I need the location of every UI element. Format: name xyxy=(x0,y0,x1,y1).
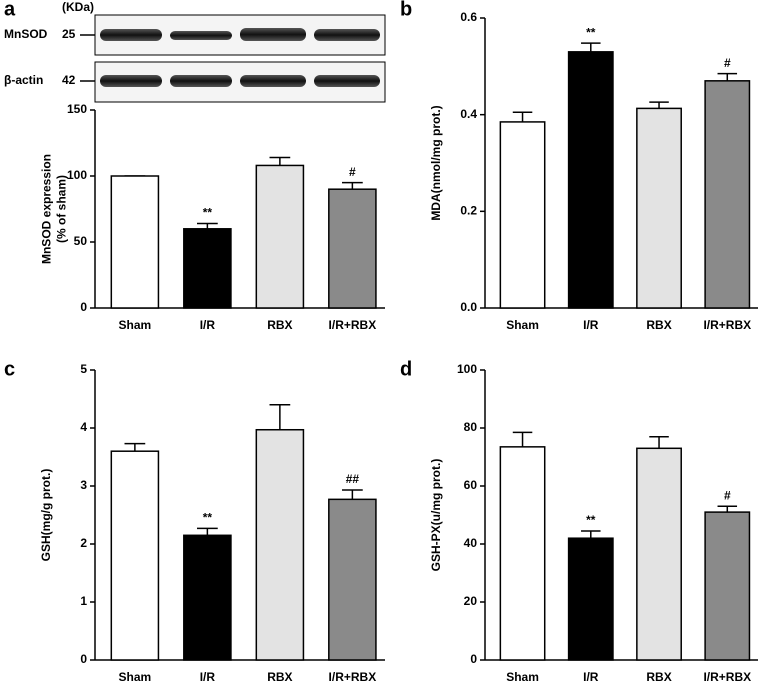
bar xyxy=(636,107,682,309)
y-axis-label: GSH(mg/g prot.) xyxy=(39,469,53,562)
panel-label: a xyxy=(4,0,16,20)
significance: # xyxy=(724,56,731,70)
y-axis-label: MDA(nmol/mg prot.) xyxy=(429,105,443,220)
bar xyxy=(704,511,751,661)
bar xyxy=(567,51,614,309)
bar xyxy=(499,446,546,661)
y-tick-label: 150 xyxy=(67,102,87,116)
panel-label: b xyxy=(400,0,412,20)
x-tick-label: Sham xyxy=(506,670,539,684)
x-tick-label: I/R+RBX xyxy=(703,670,751,684)
blot-band xyxy=(314,75,380,87)
blot-kda: 42 xyxy=(62,73,76,87)
y-tick-label: 100 xyxy=(457,362,477,376)
y-tick-label: 0.2 xyxy=(460,204,477,218)
significance: ** xyxy=(586,513,596,527)
blot: (KDa) MnSOD 25 β-actin 42 xyxy=(4,0,386,103)
chart: b 0.0 0.2 0.4 0.6 MDA(nmol/mg prot.) Sham I/R **… xyxy=(400,0,758,332)
y-tick-label: 3 xyxy=(80,478,87,492)
bar xyxy=(704,80,751,309)
blot-band xyxy=(100,29,162,41)
y-tick-label: 0 xyxy=(80,300,87,314)
significance: # xyxy=(724,488,731,502)
blot-band xyxy=(240,28,306,41)
bar xyxy=(110,175,160,309)
x-tick-label: Sham xyxy=(119,670,152,684)
significance: ** xyxy=(203,511,213,525)
bar xyxy=(499,121,546,309)
blot-band xyxy=(170,31,232,40)
x-tick-label: Sham xyxy=(506,318,539,332)
bar xyxy=(255,428,305,661)
y-axis-label: MnSOD expression xyxy=(40,154,54,264)
x-tick-label: I/R xyxy=(583,670,599,684)
x-tick-label: I/R+RBX xyxy=(703,318,751,332)
x-tick-label: I/R+RBX xyxy=(329,670,377,684)
bar xyxy=(636,447,682,661)
panel-label: c xyxy=(4,358,15,380)
y-tick-label: 1 xyxy=(80,594,87,608)
y-tick-label: 20 xyxy=(464,594,478,608)
y-tick-label: 80 xyxy=(464,420,478,434)
x-tick-label: I/R+RBX xyxy=(329,318,377,332)
y-axis-label: (% of sham) xyxy=(55,175,69,243)
x-tick-label: I/R xyxy=(200,670,216,684)
blot-band xyxy=(240,75,306,87)
bar xyxy=(567,537,614,661)
significance: ## xyxy=(346,472,360,486)
y-tick-label: 40 xyxy=(464,536,478,550)
blot-label: MnSOD xyxy=(4,27,48,41)
blot-kda: 25 xyxy=(62,27,76,41)
x-tick-label: I/R xyxy=(200,318,216,332)
x-tick-label: RBX xyxy=(646,670,671,684)
chart: d 0 20 40 60 80 100 GSH-PX(u/mg prot.) Sham I/R **… xyxy=(400,358,758,684)
blot-band xyxy=(170,75,232,87)
chart: c 0 1 2 3 4 5 GSH(mg/g prot.) Sham I/R ** RBX I/R+RB… xyxy=(4,358,385,684)
blot-label: β-actin xyxy=(4,73,43,87)
significance: ** xyxy=(203,206,213,220)
y-tick-label: 5 xyxy=(80,362,87,376)
bar xyxy=(328,188,377,309)
significance: # xyxy=(349,165,356,179)
chart: a 0 50 100 150 MnSOD expression (% of sham) Sha… xyxy=(4,0,385,332)
x-tick-label: RBX xyxy=(646,318,671,332)
y-tick-label: 0 xyxy=(80,652,87,666)
y-tick-label: 0 xyxy=(470,652,477,666)
y-tick-label: 50 xyxy=(74,234,88,248)
panel-label: d xyxy=(400,358,412,380)
y-tick-label: 60 xyxy=(464,478,478,492)
bar xyxy=(328,498,377,661)
blot-unit: (KDa) xyxy=(62,0,94,14)
bar xyxy=(110,450,160,661)
bar xyxy=(255,164,305,309)
bar xyxy=(183,228,232,309)
blot-band xyxy=(314,29,380,41)
x-tick-label: Sham xyxy=(119,318,152,332)
y-tick-label: 0.6 xyxy=(460,10,477,24)
blot-band xyxy=(100,75,162,87)
y-tick-label: 4 xyxy=(80,420,87,434)
significance: ** xyxy=(586,25,596,39)
y-tick-label: 100 xyxy=(67,168,87,182)
y-tick-label: 0.4 xyxy=(460,107,477,121)
x-tick-label: RBX xyxy=(267,318,292,332)
bar xyxy=(183,534,232,661)
x-tick-label: I/R xyxy=(583,318,599,332)
y-tick-label: 2 xyxy=(80,536,87,550)
y-axis-label: GSH-PX(u/mg prot.) xyxy=(429,459,443,572)
x-tick-label: RBX xyxy=(267,670,292,684)
y-tick-label: 0.0 xyxy=(460,300,477,314)
